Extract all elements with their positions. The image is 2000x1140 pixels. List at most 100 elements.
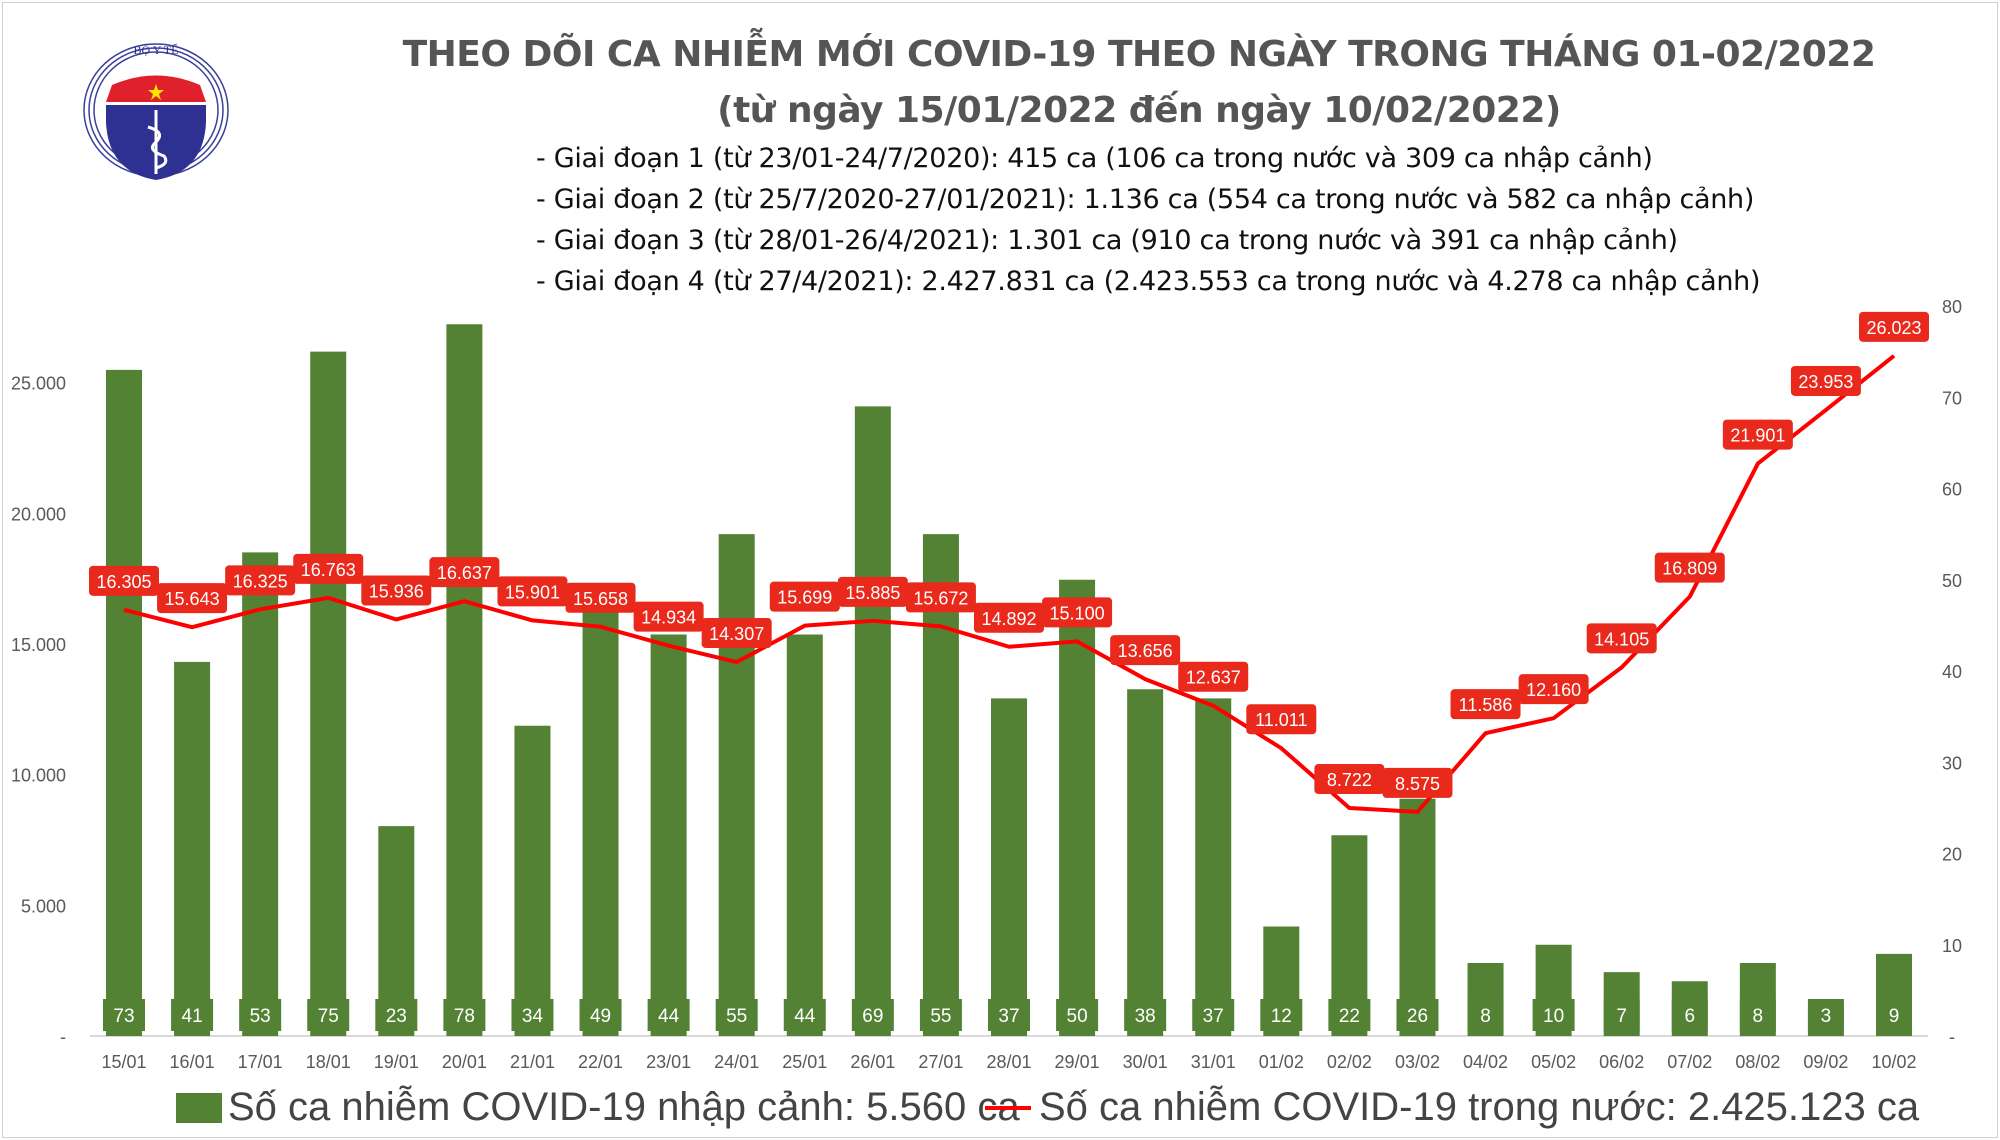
line-data-label: 15.643	[165, 589, 220, 609]
line-data-label-box	[293, 553, 364, 584]
line-data-label-box	[1382, 767, 1453, 798]
bar-data-label: 23	[386, 1006, 407, 1027]
x-axis-tick-label: 23/01	[646, 1052, 691, 1072]
bar-data-label-box	[1328, 999, 1371, 1031]
line-data-label: 11.011	[1255, 710, 1307, 730]
bar-imported	[991, 698, 1027, 1036]
bar-imported	[854, 406, 891, 1036]
line-data-label-box	[1178, 661, 1249, 692]
bar-data-label: 41	[182, 1006, 203, 1027]
line-data-label-box	[1586, 623, 1657, 654]
bar-data-label-box	[511, 999, 554, 1031]
bar-data-label: 55	[726, 1006, 747, 1027]
line-data-label: 14.307	[709, 624, 764, 644]
right-axis-tick-label: 70	[1942, 388, 1962, 408]
x-axis-tick-label: 08/02	[1735, 1052, 1780, 1072]
bar-imported	[582, 588, 619, 1036]
right-axis-tick-label: 30	[1942, 753, 1962, 773]
bar-data-label-box	[1532, 999, 1575, 1031]
bar-imported	[446, 324, 483, 1036]
x-axis-tick-label: 22/01	[578, 1052, 623, 1072]
bar-imported	[1195, 698, 1232, 1036]
line-data-label: 15.672	[913, 588, 968, 608]
line-data-label-box	[1450, 689, 1521, 720]
bar-data-label: 44	[658, 1006, 680, 1027]
bar-data-label-box	[1124, 999, 1167, 1031]
bar-data-label-box	[919, 999, 962, 1031]
phase-4-summary: - Giai đoạn 4 (từ 27/4/2021): 2.427.831 …	[536, 266, 1761, 297]
bar-data-label: 49	[590, 1006, 611, 1027]
bar-data-label-box	[1260, 999, 1303, 1031]
line-data-label-box	[1859, 311, 1929, 342]
line-data-label: 15.901	[505, 582, 560, 602]
bar-data-label-box	[1056, 999, 1099, 1031]
bar-data-label: 69	[862, 1006, 883, 1027]
line-data-label-box	[1654, 552, 1725, 583]
right-axis-tick-label: 40	[1942, 662, 1962, 682]
x-axis-tick-label: 02/02	[1327, 1052, 1372, 1072]
bar-data-label-box	[443, 999, 486, 1031]
line-data-label: 8.722	[1327, 770, 1372, 790]
line-data-label-box	[1314, 764, 1385, 795]
x-axis-tick-label: 21/01	[510, 1052, 555, 1072]
left-axis-tick-label: 25.000	[11, 374, 66, 394]
legend-domestic: Số ca nhiễm COVID-19 trong nước: 2.425.1…	[985, 1085, 1919, 1130]
line-data-label-box	[429, 557, 500, 588]
bar-data-label: 9	[1889, 1006, 1900, 1027]
right-axis-tick-label: 20	[1942, 845, 1962, 865]
line-data-label-box	[157, 583, 228, 614]
bar-data-label-box	[239, 999, 282, 1031]
bar-data-label-box	[1739, 999, 1776, 1031]
right-axis-tick-label: 50	[1942, 571, 1962, 591]
bar-data-label: 8	[1480, 1006, 1491, 1027]
line-data-label-box	[1246, 704, 1317, 735]
x-axis-tick-label: 15/01	[101, 1052, 146, 1072]
bar-data-label: 38	[1135, 1006, 1156, 1027]
x-axis-tick-label: 25/01	[782, 1052, 827, 1072]
line-data-label: 15.658	[573, 589, 628, 609]
bar-data-label-box	[1807, 999, 1844, 1031]
line-data-label-box	[974, 602, 1044, 633]
bar-imported	[1127, 689, 1164, 1036]
right-axis-tick-label: 60	[1942, 480, 1962, 500]
line-data-label: 8.575	[1395, 774, 1440, 794]
line-data-label-box	[837, 576, 908, 607]
phase-3-summary: - Giai đoạn 3 (từ 28/01-26/4/2021): 1.30…	[536, 225, 1678, 256]
line-data-label: 15.100	[1050, 603, 1105, 623]
bar-data-label: 73	[113, 1006, 134, 1027]
bar-data-label-box	[851, 999, 894, 1031]
bar-data-label-box	[171, 999, 214, 1031]
line-data-label: 15.885	[845, 583, 900, 603]
line-data-label: 16.809	[1662, 559, 1717, 579]
line-data-label: 16.325	[233, 571, 288, 591]
legend-bar-swatch	[176, 1092, 222, 1123]
line-data-label-box	[1790, 365, 1861, 396]
bar-data-label-box	[988, 999, 1030, 1031]
bar-imported	[1399, 798, 1436, 1036]
chart-subtitle: (từ ngày 15/01/2022 đến ngày 10/02/2022)	[717, 90, 1561, 131]
legend-line-swatch	[985, 1105, 1031, 1110]
bar-imported	[514, 725, 551, 1036]
bar-data-label-box	[1192, 999, 1235, 1031]
bar-imported	[718, 534, 755, 1036]
chart-title: THEO DÕI CA NHIỄM MỚI COVID-19 THEO NGÀY…	[402, 34, 1876, 75]
x-axis-tick-label: 07/02	[1667, 1052, 1712, 1072]
bar-imported	[242, 552, 279, 1036]
bar-data-label-box	[1603, 999, 1640, 1031]
line-data-label-box	[1518, 674, 1589, 705]
bar-data-label-box	[715, 999, 758, 1031]
x-axis-tick-label: 10/02	[1871, 1052, 1916, 1072]
line-data-label-box	[89, 565, 159, 596]
bar-data-label: 55	[930, 1006, 951, 1027]
bar-data-label-box	[1671, 999, 1708, 1031]
bar-data-label: 26	[1407, 1006, 1428, 1027]
bar-data-label: 37	[1203, 1006, 1224, 1027]
logo-top-text: BỘ Y TẾ	[134, 42, 179, 57]
right-axis-tick-label: 10	[1942, 936, 1962, 956]
bar-data-label: 12	[1271, 1006, 1292, 1027]
bar-data-label-box	[579, 999, 622, 1031]
line-data-label: 21.901	[1730, 426, 1785, 446]
bar-data-label: 50	[1067, 1006, 1088, 1027]
line-data-label-box	[225, 565, 296, 596]
